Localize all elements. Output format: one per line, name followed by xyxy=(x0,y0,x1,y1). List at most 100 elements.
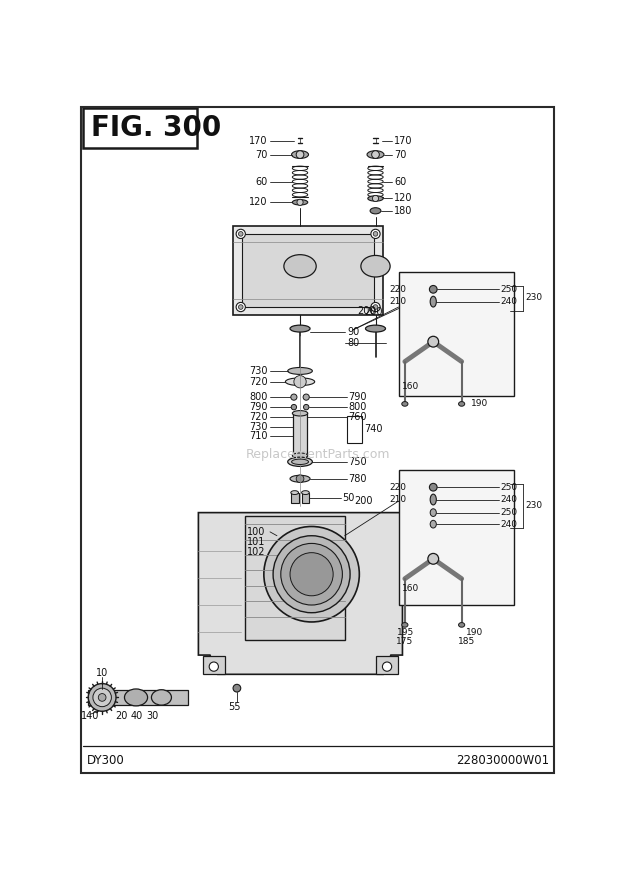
Ellipse shape xyxy=(291,490,298,495)
Ellipse shape xyxy=(402,623,408,627)
Circle shape xyxy=(371,229,380,239)
Text: 250: 250 xyxy=(500,285,517,294)
Text: 60: 60 xyxy=(394,177,406,186)
Text: 190: 190 xyxy=(466,628,483,637)
Text: 230: 230 xyxy=(525,501,542,510)
Bar xyxy=(399,273,514,395)
Ellipse shape xyxy=(285,378,315,386)
Ellipse shape xyxy=(284,254,316,278)
Bar xyxy=(293,414,307,456)
Ellipse shape xyxy=(430,520,436,528)
Text: 175: 175 xyxy=(396,638,413,646)
Circle shape xyxy=(236,229,246,239)
Text: 80: 80 xyxy=(347,338,359,348)
Bar xyxy=(242,234,374,307)
Text: 750: 750 xyxy=(348,456,367,467)
Text: 710: 710 xyxy=(249,431,268,442)
Text: 140: 140 xyxy=(81,711,99,721)
Ellipse shape xyxy=(293,410,308,416)
Text: 720: 720 xyxy=(249,412,268,422)
Text: 790: 790 xyxy=(348,392,367,402)
Text: 160: 160 xyxy=(402,584,420,592)
Circle shape xyxy=(371,302,380,312)
Text: 70: 70 xyxy=(394,150,406,159)
Text: 800: 800 xyxy=(249,392,268,402)
Circle shape xyxy=(99,693,106,701)
Text: 70: 70 xyxy=(255,150,268,159)
Circle shape xyxy=(264,526,360,622)
Ellipse shape xyxy=(367,151,384,159)
Ellipse shape xyxy=(361,255,390,277)
Text: 102: 102 xyxy=(247,547,265,557)
Circle shape xyxy=(371,151,379,159)
Ellipse shape xyxy=(430,296,436,307)
Text: 101: 101 xyxy=(247,537,265,547)
Circle shape xyxy=(291,404,296,410)
Text: 200: 200 xyxy=(357,306,376,316)
Circle shape xyxy=(273,536,350,612)
Circle shape xyxy=(296,475,304,483)
Bar xyxy=(233,226,383,314)
Ellipse shape xyxy=(430,494,436,505)
Ellipse shape xyxy=(290,476,310,483)
Circle shape xyxy=(93,688,112,706)
Circle shape xyxy=(383,662,392,672)
Ellipse shape xyxy=(291,151,309,159)
Circle shape xyxy=(290,553,333,596)
Text: 10: 10 xyxy=(96,668,108,678)
Text: 800: 800 xyxy=(348,402,367,412)
Circle shape xyxy=(373,232,378,236)
Circle shape xyxy=(428,553,438,564)
Bar xyxy=(376,656,398,674)
Bar xyxy=(301,493,309,503)
Text: 200: 200 xyxy=(355,496,373,506)
Text: 790: 790 xyxy=(249,402,268,412)
Text: 90: 90 xyxy=(347,327,359,337)
Bar xyxy=(83,108,197,148)
Text: 240: 240 xyxy=(500,495,517,504)
Ellipse shape xyxy=(293,453,308,458)
Ellipse shape xyxy=(366,325,386,332)
Ellipse shape xyxy=(151,690,172,706)
Text: 210: 210 xyxy=(389,495,406,504)
Text: 780: 780 xyxy=(348,474,367,483)
Ellipse shape xyxy=(125,689,148,706)
Text: ReplacementParts.com: ReplacementParts.com xyxy=(246,449,390,462)
Text: 250: 250 xyxy=(500,508,517,517)
Text: 220: 220 xyxy=(389,285,406,294)
Ellipse shape xyxy=(288,368,312,375)
Text: 55: 55 xyxy=(228,702,241,712)
Text: 195: 195 xyxy=(397,628,414,637)
Text: 180: 180 xyxy=(394,206,412,216)
Ellipse shape xyxy=(459,623,465,627)
Ellipse shape xyxy=(301,490,309,495)
Bar xyxy=(88,690,188,706)
Text: 250: 250 xyxy=(500,483,517,492)
Circle shape xyxy=(430,483,437,491)
Ellipse shape xyxy=(459,402,465,406)
Text: 230: 230 xyxy=(525,294,542,302)
Text: 170: 170 xyxy=(249,136,268,145)
Bar xyxy=(245,517,345,639)
Ellipse shape xyxy=(290,325,310,332)
Circle shape xyxy=(233,685,241,692)
Text: 730: 730 xyxy=(249,422,268,432)
Circle shape xyxy=(88,684,116,712)
Circle shape xyxy=(239,305,243,309)
Circle shape xyxy=(209,662,218,672)
Text: 730: 730 xyxy=(249,366,268,376)
Text: 170: 170 xyxy=(394,136,412,145)
Text: 50: 50 xyxy=(342,493,355,503)
Circle shape xyxy=(430,286,437,294)
Circle shape xyxy=(294,375,306,388)
Bar xyxy=(203,656,224,674)
Ellipse shape xyxy=(291,459,309,464)
Text: 40: 40 xyxy=(131,711,143,721)
Text: 60: 60 xyxy=(255,177,268,186)
Ellipse shape xyxy=(293,199,308,205)
Text: 210: 210 xyxy=(389,297,406,306)
Text: 120: 120 xyxy=(249,198,268,207)
Ellipse shape xyxy=(370,207,381,214)
Text: 760: 760 xyxy=(348,412,367,422)
Text: 160: 160 xyxy=(402,381,420,391)
